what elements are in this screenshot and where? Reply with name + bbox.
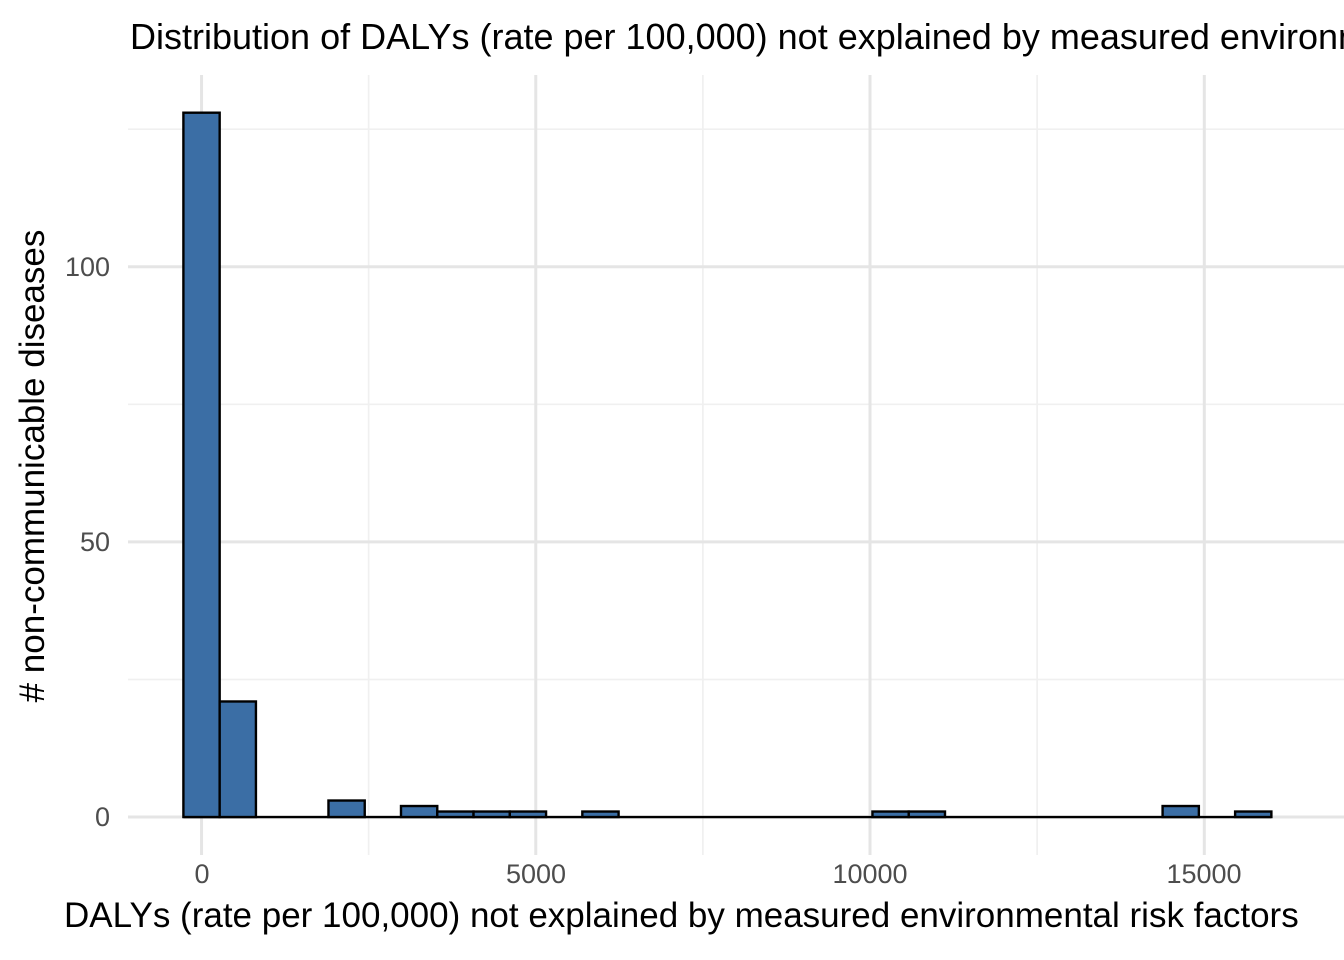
histogram-bar	[1233, 810, 1273, 819]
x-tick-label-15000: 15000	[1166, 859, 1242, 889]
x-axis-title: DALYs (rate per 100,000) not explained b…	[64, 896, 1299, 935]
histogram-bar	[472, 810, 511, 819]
y-tick-label-100: 100	[64, 252, 110, 282]
histogram-bar	[436, 810, 475, 819]
x-tick-label-5000: 5000	[505, 859, 567, 889]
histogram-bar	[182, 111, 221, 819]
histogram-bar	[399, 804, 439, 819]
histogram-bar	[907, 810, 947, 819]
histogram-bar	[871, 810, 910, 819]
x-tick-label-0: 0	[194, 859, 210, 889]
histogram-bar	[218, 700, 258, 819]
histogram-bar	[581, 810, 620, 819]
y-tick-label-50: 50	[79, 527, 110, 557]
histogram-bar	[327, 799, 366, 819]
y-tick-label-0: 0	[94, 802, 110, 832]
histogram-bar	[508, 810, 548, 819]
histogram-bar	[1161, 804, 1201, 819]
chart-title: Distribution of DALYs (rate per 100,000)…	[130, 16, 1344, 57]
x-tick-label-10000: 10000	[832, 859, 908, 889]
